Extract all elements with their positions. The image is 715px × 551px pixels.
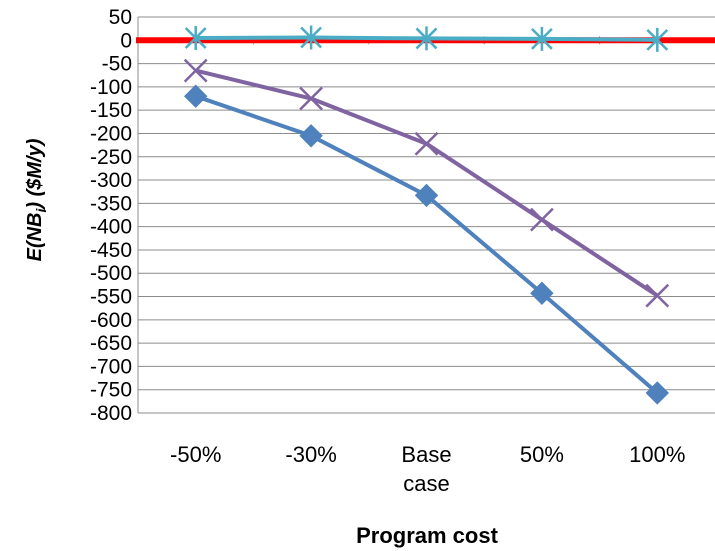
data-point-star — [531, 26, 553, 51]
y-tick-labels: 500-50-100-150-200-250-300-350-400-450-5… — [90, 6, 132, 425]
y-tick-label: -550 — [90, 286, 132, 309]
y-axis-label-main: E(NB — [24, 213, 46, 262]
y-tick-label: -100 — [90, 76, 132, 99]
y-tick-label: -800 — [90, 402, 132, 425]
y-tick-label: -600 — [90, 309, 132, 332]
data-point-diamond — [645, 381, 670, 405]
data-point-diamond — [530, 281, 554, 305]
x-tick-label: -30% — [285, 442, 336, 467]
y-tick-label: -400 — [90, 216, 132, 239]
x-tick-label: -50% — [170, 442, 221, 467]
series-2 — [183, 58, 670, 308]
data-point-diamond — [414, 183, 439, 208]
series-1 — [183, 84, 670, 405]
data-point-x — [299, 86, 323, 111]
y-tick-label: -250 — [90, 146, 132, 169]
data-point-star — [184, 25, 207, 50]
data-point-star — [300, 25, 322, 50]
data-point-star — [646, 27, 669, 52]
y-tick-label: -650 — [90, 332, 132, 355]
x-tick-labels: -50% -30% Base case 50% 100% — [170, 442, 685, 496]
y-tick-label: -350 — [90, 192, 132, 215]
y-tick-label: -300 — [90, 169, 132, 192]
data-point-x — [645, 283, 670, 308]
data-point-diamond — [299, 124, 323, 148]
y-tick-label: -500 — [90, 262, 132, 285]
y-tick-label: -200 — [90, 122, 132, 145]
y-axis-label-suffix: ) ($M/y) — [24, 138, 46, 210]
series — [183, 25, 670, 405]
data-point-diamond — [183, 84, 208, 108]
x-tick-label: Base case — [401, 442, 451, 496]
series-3 — [184, 25, 669, 52]
series-line — [195, 94, 659, 395]
series-line — [195, 68, 659, 298]
y-tick-label: -750 — [90, 379, 132, 402]
y-tick-label: -150 — [90, 99, 132, 122]
y-tick-label: -700 — [90, 355, 132, 378]
y-tick-label: -450 — [90, 239, 132, 262]
x-tick-label: 100% — [629, 442, 685, 467]
y-axis-label-subscript: i — [33, 208, 49, 213]
y-tick-label: -50 — [102, 53, 132, 76]
x-tick-label: 50% — [520, 442, 564, 467]
data-point-x — [414, 131, 439, 156]
data-point-star — [415, 26, 438, 51]
y-tick-label: 0 — [120, 29, 132, 52]
x-axis-label: Program cost — [356, 523, 498, 548]
y-tick-label: 50 — [109, 6, 132, 29]
data-point-x — [530, 207, 554, 232]
data-point-x — [183, 58, 208, 83]
y-axis-label: E(NBi) ($M/y) — [24, 138, 49, 261]
